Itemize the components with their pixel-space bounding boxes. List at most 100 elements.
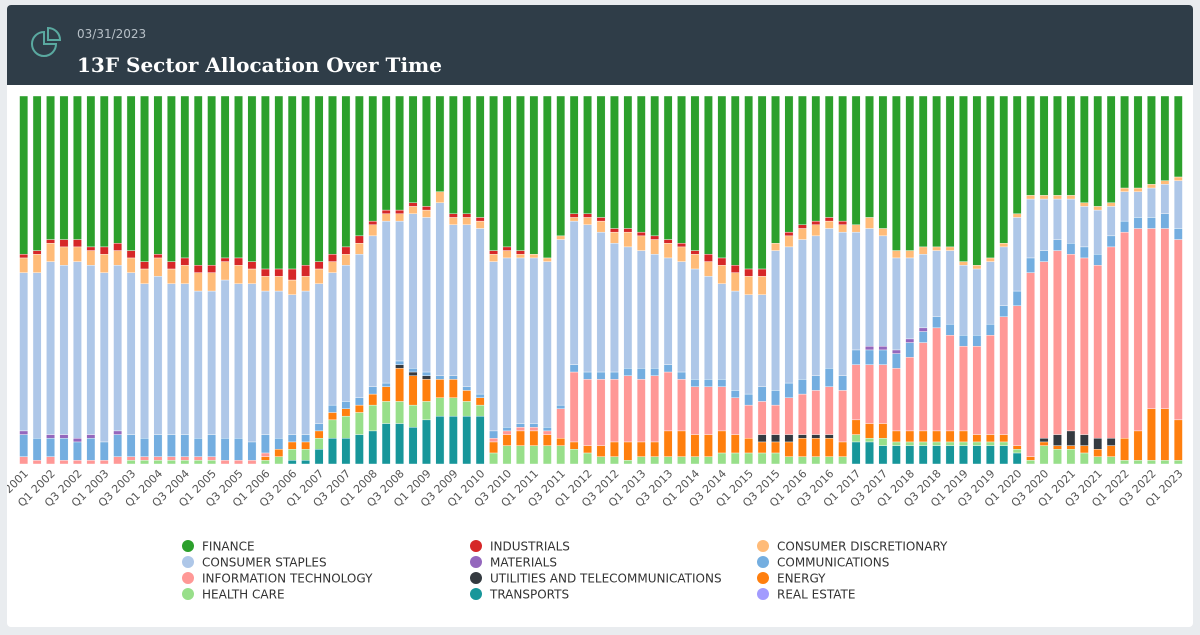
bar-segment (569, 217, 579, 222)
bar-segment (891, 250, 901, 259)
bar-segment (851, 224, 861, 233)
bar-segment (1066, 195, 1076, 200)
bar-segment (596, 217, 606, 222)
bar-segment (381, 213, 391, 222)
bar-segment (448, 397, 458, 417)
card: 03/31/2023 13F Sector Allocation Over Ti… (7, 5, 1193, 627)
bar-segment (985, 261, 995, 325)
bar-segment (167, 434, 176, 457)
bar-segment (86, 250, 96, 266)
legend-label: TRANSPORTS (489, 588, 569, 602)
bar-segment (690, 95, 700, 251)
bar-segment (905, 357, 915, 432)
bar-segment (220, 279, 230, 439)
bar-segment (422, 95, 431, 207)
bar-segment (193, 456, 203, 461)
bar-segment (220, 95, 230, 259)
bar-segment (1120, 187, 1129, 192)
bar-segment (86, 460, 96, 465)
bar-segment (824, 438, 834, 457)
bar-segment (1053, 198, 1062, 240)
bar-segment (301, 460, 311, 465)
bar-segment (502, 430, 512, 435)
bar-segment (677, 261, 686, 373)
bar-segment (381, 209, 391, 214)
bar-segment (918, 254, 928, 329)
bar-segment (959, 346, 968, 432)
bar-segment (730, 290, 740, 391)
legend-swatch (470, 556, 482, 568)
bar-segment (757, 294, 767, 387)
bar-segment (516, 250, 525, 255)
bar-segment (865, 346, 874, 351)
bar-segment (395, 401, 404, 424)
bar-segment (422, 206, 431, 211)
bar-segment (99, 246, 109, 255)
bar-segment (704, 254, 713, 262)
bar-segment (153, 95, 163, 255)
bar-segment (784, 434, 794, 443)
bar-segment (368, 404, 378, 432)
bar-segment (865, 228, 874, 347)
bar-segment (502, 257, 512, 428)
bar-segment (381, 382, 391, 387)
bar-segment (556, 235, 566, 240)
bar-segment (690, 386, 700, 435)
bar-segment (1079, 206, 1089, 248)
legend-label: INFORMATION TECHNOLOGY (202, 572, 373, 586)
bar-segment (918, 95, 928, 248)
bar-segment (798, 228, 807, 240)
bar-segment (1106, 456, 1116, 465)
bar-segment (932, 250, 941, 317)
bar-segment (516, 257, 525, 424)
bar-segment (1039, 95, 1049, 196)
bar-segment (623, 95, 633, 229)
bar-segment (489, 452, 498, 465)
bar-segment (959, 265, 968, 336)
bar-segment (99, 95, 109, 248)
bar-segment (784, 231, 794, 237)
bar-segment (1133, 95, 1143, 189)
bar-segment (918, 246, 928, 255)
bar-segment (1026, 257, 1035, 273)
bar-segment (730, 265, 740, 273)
legend-label: COMMUNICATIONS (777, 556, 889, 570)
bar-segment (663, 430, 673, 457)
bar-segment (314, 423, 324, 432)
legend-swatch (757, 572, 769, 584)
bar-segment (610, 456, 619, 465)
bar-segment (972, 335, 982, 347)
bar-segment (811, 220, 821, 225)
bar-segment (354, 95, 364, 237)
bar-segment (918, 342, 928, 432)
bar-segment (180, 456, 190, 461)
bar-segment (126, 460, 136, 465)
bar-segment (395, 423, 404, 465)
bar-segment (475, 217, 485, 222)
bar-segment (1093, 456, 1103, 465)
bar-segment (1173, 95, 1183, 178)
bar-segment (19, 272, 29, 432)
bar-segment (985, 441, 995, 446)
bar-segment (878, 235, 888, 347)
bar-segment (945, 430, 955, 443)
bar-segment (932, 441, 941, 446)
bar-segment (972, 445, 982, 465)
bar-segment (422, 401, 431, 421)
bar-segment (1106, 206, 1116, 237)
legend-label: UTILITIES AND TELECOMMUNICATIONS (490, 572, 722, 586)
bar-segment (730, 95, 740, 266)
legend-swatch (182, 540, 194, 552)
bar-segment (677, 379, 686, 432)
bar-segment (435, 95, 445, 192)
bar-segment (46, 95, 55, 240)
bar-segment (932, 430, 941, 443)
bar-segment (1160, 228, 1170, 410)
bar-segment (502, 434, 512, 446)
bar-segment (677, 246, 686, 262)
bar-segment (448, 213, 458, 218)
bar-segment (167, 261, 176, 270)
bar-segment (556, 95, 566, 237)
bar-segment (757, 276, 767, 295)
bar-segment (744, 294, 754, 395)
